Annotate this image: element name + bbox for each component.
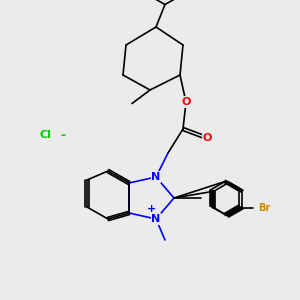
Text: Cl: Cl	[39, 130, 51, 140]
Text: O: O	[181, 97, 191, 107]
Text: -: -	[60, 128, 66, 142]
Text: N: N	[152, 172, 160, 182]
Text: O: O	[202, 133, 212, 143]
Text: +: +	[147, 203, 156, 214]
Text: Br: Br	[258, 203, 270, 213]
Text: N: N	[152, 214, 160, 224]
